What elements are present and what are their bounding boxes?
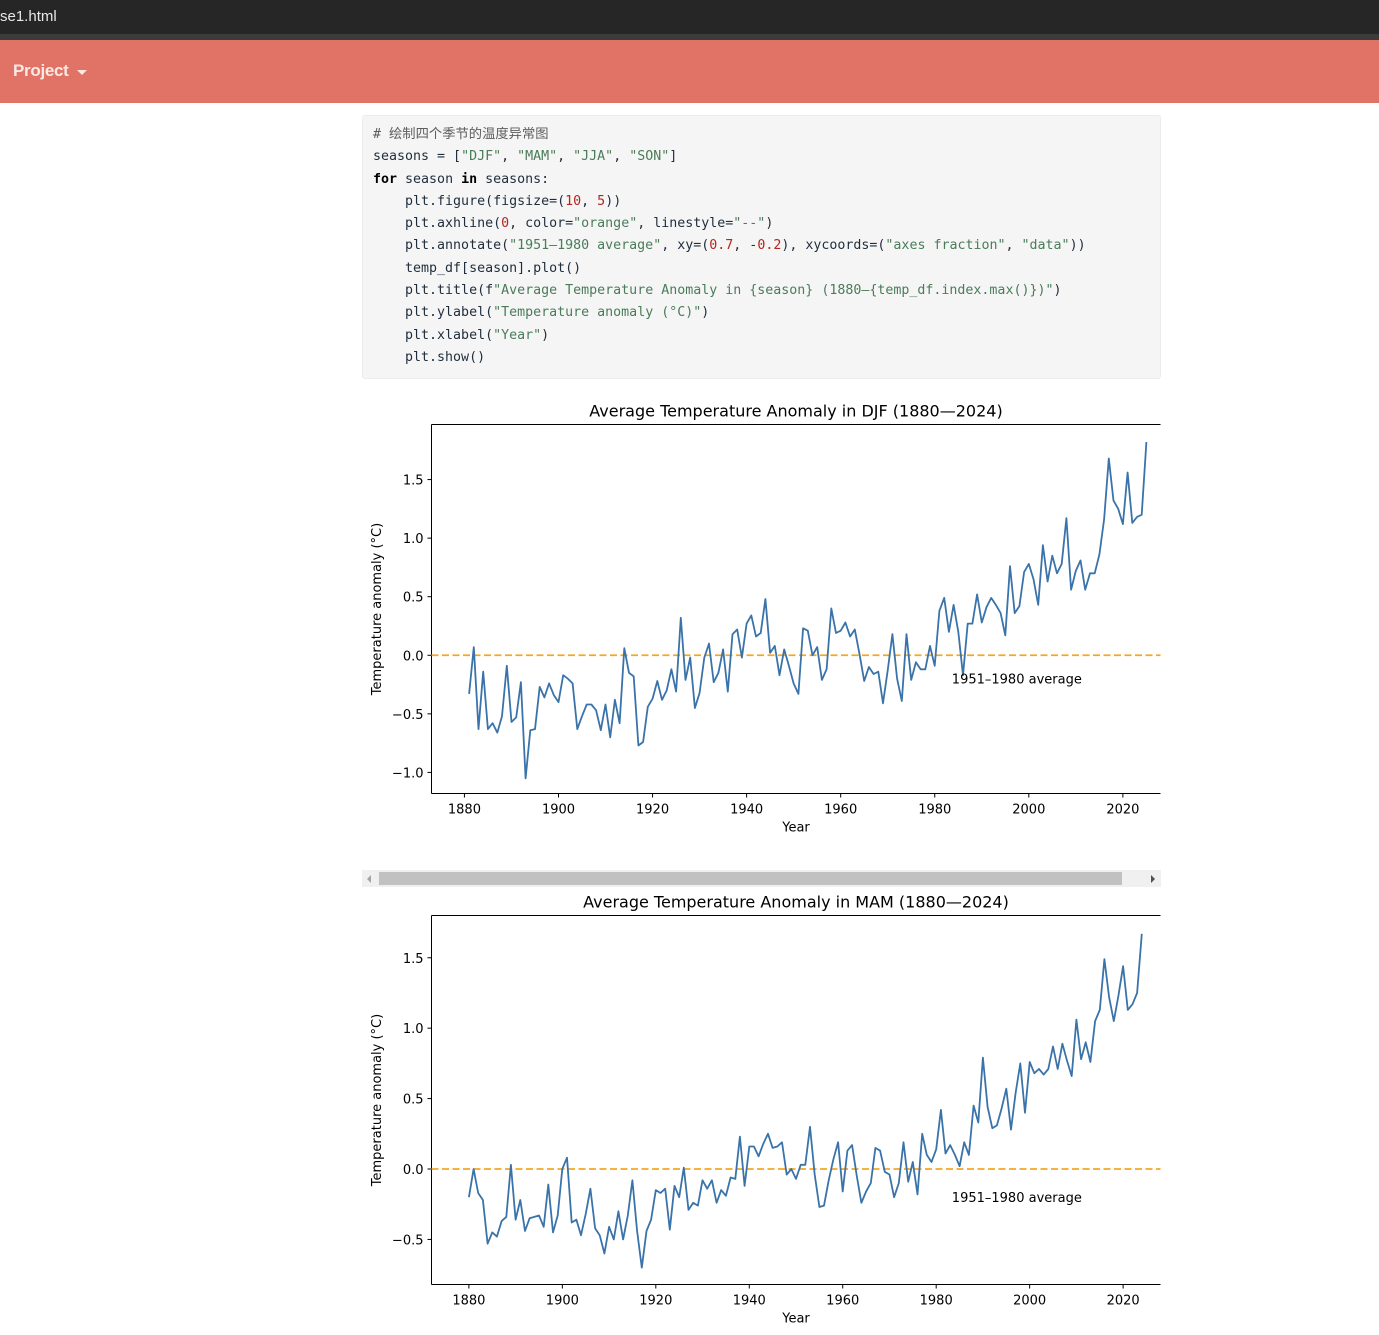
browser-title-bar: se1.html [0,0,1379,40]
figure-djf: Average Temperature Anomaly in DJF (1880… [362,395,1161,845]
x-tick-label: 2020 [1107,1294,1140,1309]
x-tick-label: 1980 [918,803,951,818]
code-block: # 绘制四个季节的温度异常图 seasons = ["DJF", "MAM", … [363,116,1160,369]
x-axis-label: Year [781,821,810,836]
x-axis-label: Year [781,1312,810,1327]
x-tick-label: 1940 [733,1294,766,1309]
code-line: plt.annotate("1951–1980 average", xy=(0.… [373,238,1086,254]
code-line: plt.title(f"Average Temperature Anomaly … [373,283,1062,299]
tab-title[interactable]: se1.html [0,8,57,25]
chart-title: Average Temperature Anomaly in DJF (1880… [589,402,1002,421]
y-tick-label: −0.5 [392,708,424,723]
y-tick-label: 0.0 [403,649,424,664]
y-tick-label: 0.0 [403,1163,424,1178]
series-line [468,442,1148,780]
y-axis-label: Temperature anomaly (°C) [370,523,385,696]
caret-down-icon [76,69,87,75]
code-line: plt.ylabel("Temperature anomaly (°C)") [373,305,710,321]
y-tick-label: 1.5 [403,952,424,967]
chart-djf: Average Temperature Anomaly in DJF (1880… [370,402,1161,836]
project-menu[interactable]: Project [13,61,87,81]
series-line [468,933,1143,1269]
y-tick-label: 1.0 [403,532,424,547]
code-line: for season in seasons: [373,171,550,187]
x-tick-label: 2000 [1013,1294,1046,1309]
figure-mam: Average Temperature Anomaly in MAM (1880… [362,887,1161,1335]
scroll-right-arrow-icon[interactable] [1151,875,1155,883]
x-tick-label: 1900 [542,803,575,818]
x-tick-label: 1960 [826,1294,859,1309]
scroll-left-arrow-icon[interactable] [367,875,371,883]
x-tick-label: 2000 [1012,803,1045,818]
horizontal-scrollbar[interactable] [362,870,1161,887]
chart-mam: Average Temperature Anomaly in MAM (1880… [370,893,1161,1327]
code-line: seasons = ["DJF", "MAM", "JJA", "SON"] [373,149,678,165]
x-tick-label: 1940 [730,803,763,818]
x-tick-label: 1880 [448,803,481,818]
y-tick-label: −1.0 [392,766,424,781]
x-tick-label: 1900 [546,1294,579,1309]
x-tick-label: 1980 [920,1294,953,1309]
code-line: plt.xlabel("Year") [373,327,550,343]
x-tick-label: 2020 [1106,803,1139,818]
y-axis-label: Temperature anomaly (°C) [370,1014,385,1187]
y-tick-label: −0.5 [392,1233,424,1248]
annotation-label: 1951–1980 average [952,1191,1082,1206]
code-line: temp_df[season].plot() [373,260,582,276]
y-tick-label: 1.0 [403,1022,424,1037]
x-tick-label: 1960 [824,803,857,818]
code-line: plt.axhline(0, color="orange", linestyle… [373,216,774,232]
navbar: Project [0,40,1379,103]
project-menu-label: Project [13,61,69,80]
y-tick-label: 0.5 [403,591,424,606]
annotation-label: 1951–1980 average [952,673,1082,688]
scrollbar-thumb[interactable] [379,872,1122,885]
x-tick-label: 1920 [639,1294,672,1309]
x-tick-label: 1920 [636,803,669,818]
code-line: plt.figure(figsize=(10, 5)) [373,193,622,209]
x-tick-label: 1880 [452,1294,485,1309]
y-tick-label: 0.5 [403,1093,424,1108]
code-comment: # 绘制四个季节的温度异常图 [373,127,549,142]
code-line: plt.show() [373,349,486,365]
y-tick-label: 1.5 [403,474,424,489]
code-cell: # 绘制四个季节的温度异常图 seasons = ["DJF", "MAM", … [362,115,1161,379]
chart-title: Average Temperature Anomaly in MAM (1880… [583,893,1009,912]
